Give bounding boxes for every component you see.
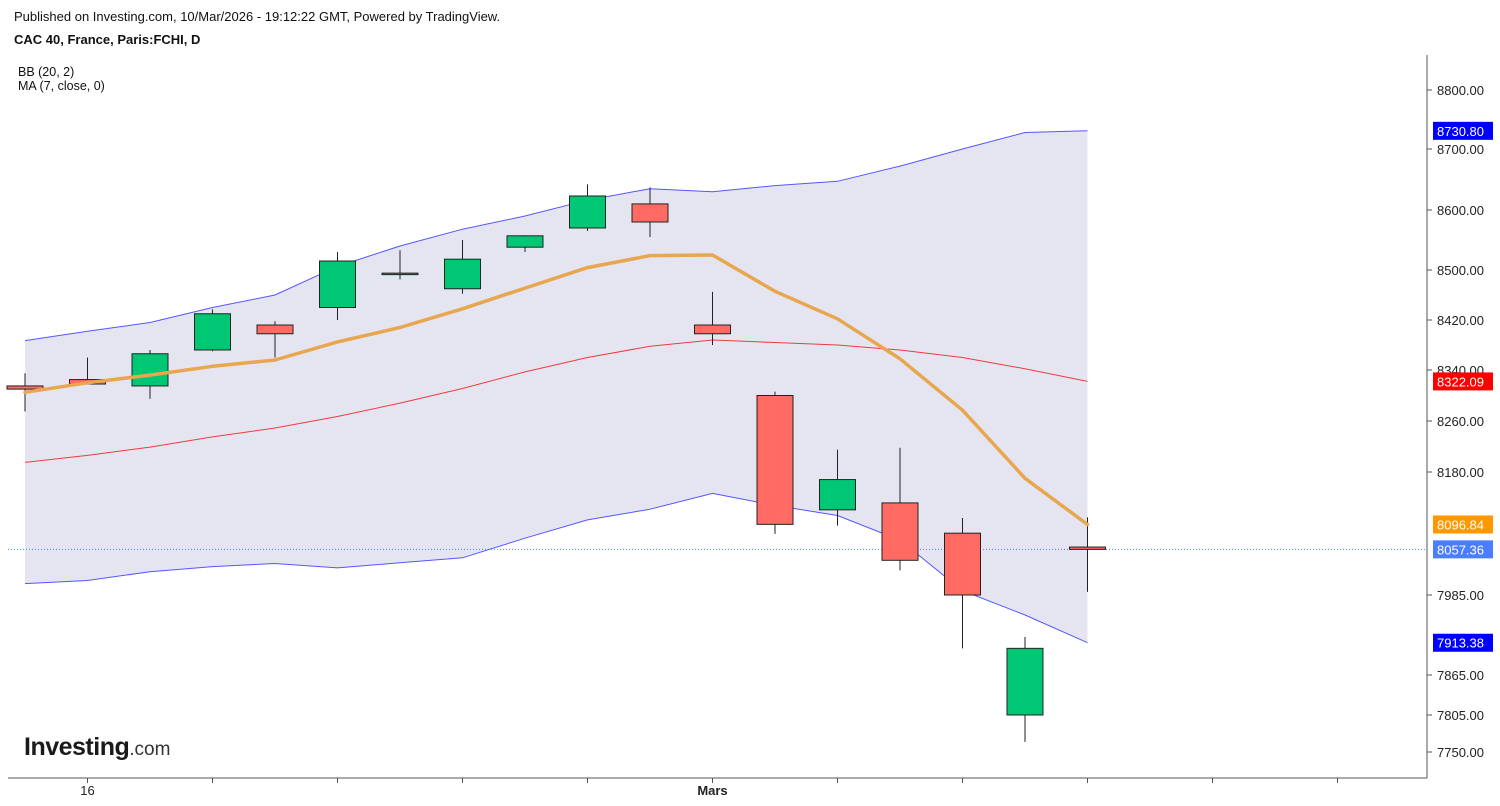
candle-body (1006, 647, 1044, 716)
price-tag-bg (1433, 540, 1493, 559)
candle-body (819, 479, 856, 511)
price-tag-bg (1433, 121, 1493, 140)
bollinger-basis-line (24, 339, 1088, 463)
candles-layer (6, 184, 1106, 742)
price-tag: 8057.36 (1433, 540, 1493, 559)
candle[interactable] (569, 184, 606, 231)
candle-body (1069, 546, 1106, 550)
y-tick-label: 7805.00 (1437, 708, 1484, 723)
y-tick-label: 8420.00 (1437, 313, 1484, 328)
candle[interactable] (194, 309, 231, 352)
y-tick-label: 7985.00 (1437, 588, 1484, 603)
candle-body (131, 353, 169, 387)
investing-logo: Investing.com (24, 733, 170, 762)
candle-body (944, 532, 981, 596)
candle-body (6, 385, 44, 390)
price-tag: 7913.38 (1433, 633, 1493, 652)
candle[interactable] (444, 240, 481, 294)
y-tick-label: 7865.00 (1437, 668, 1484, 683)
y-tick-label: 8800.00 (1437, 83, 1484, 98)
candle[interactable] (1006, 637, 1044, 742)
candle-body (881, 502, 919, 561)
y-tick-label: 8700.00 (1437, 142, 1484, 157)
candle-body (756, 395, 794, 525)
candle-body (444, 258, 481, 290)
bollinger-band-area (24, 130, 1088, 644)
price-tag: 8322.09 (1433, 372, 1493, 391)
candle-body (506, 235, 544, 248)
candle[interactable] (319, 252, 356, 320)
candle-body (381, 272, 419, 276)
price-tag-label: 8322.09 (1437, 374, 1484, 389)
bollinger-fill (25, 130, 1088, 643)
candle-body (569, 195, 606, 229)
x-tick-label: 16 (80, 783, 94, 798)
price-tag-bg (1433, 372, 1493, 391)
candle[interactable] (506, 235, 544, 252)
price-tag-label: 7913.38 (1437, 636, 1484, 651)
logo-suffix: .com (129, 739, 171, 760)
price-tag: 8096.84 (1433, 515, 1493, 534)
candle[interactable] (631, 187, 669, 237)
price-tag-label: 8096.84 (1437, 517, 1484, 532)
published-caption: Published on Investing.com, 10/Mar/2026 … (14, 9, 501, 24)
candle-body (694, 324, 731, 335)
moving-average-line (23, 253, 1090, 527)
price-tag-label: 8730.80 (1437, 124, 1484, 139)
candle[interactable] (256, 321, 294, 358)
candle-body (319, 260, 356, 308)
candle[interactable] (944, 518, 981, 649)
candle[interactable] (1069, 517, 1106, 592)
moving-average-legend: MA (7, close, 0) (18, 79, 105, 93)
symbol-title: CAC 40, France, Paris:FCHI, D (14, 32, 201, 47)
candle-body (256, 324, 294, 335)
price-tags: 8730.80 8322.09 8096.84 8057.36 7913.38 (1433, 121, 1493, 652)
price-scale[interactable]: 8800.008700.008600.008500.008420.008340.… (1427, 83, 1484, 760)
y-tick-label: 8260.00 (1437, 414, 1484, 429)
price-tag-bg (1433, 515, 1493, 534)
y-tick-label: 8180.00 (1437, 465, 1484, 480)
bollinger-basis-layer (24, 339, 1088, 463)
candle-body (631, 203, 669, 223)
y-tick-label: 8500.00 (1437, 263, 1484, 278)
bollinger-upper-line (24, 130, 1088, 342)
axes-layer (8, 55, 1428, 779)
logo-name: Investing (24, 733, 130, 761)
x-tick-label: Mars (697, 783, 727, 798)
bollinger-legend: BB (20, 2) (18, 65, 75, 79)
price-tag-bg (1433, 633, 1493, 652)
candle[interactable] (819, 449, 856, 526)
time-scale[interactable]: 16 Mars (80, 778, 1338, 798)
candle-body (194, 313, 231, 351)
y-tick-label: 7750.00 (1437, 745, 1484, 760)
y-tick-label: 8600.00 (1437, 203, 1484, 218)
price-tag-label: 8057.36 (1437, 542, 1484, 557)
candle[interactable] (381, 250, 419, 280)
candle[interactable] (756, 391, 794, 534)
price-tag: 8730.80 (1433, 121, 1493, 140)
candle[interactable] (131, 350, 169, 399)
candle[interactable] (694, 291, 731, 345)
candle[interactable] (881, 447, 919, 571)
moving-average-layer (23, 253, 1090, 527)
